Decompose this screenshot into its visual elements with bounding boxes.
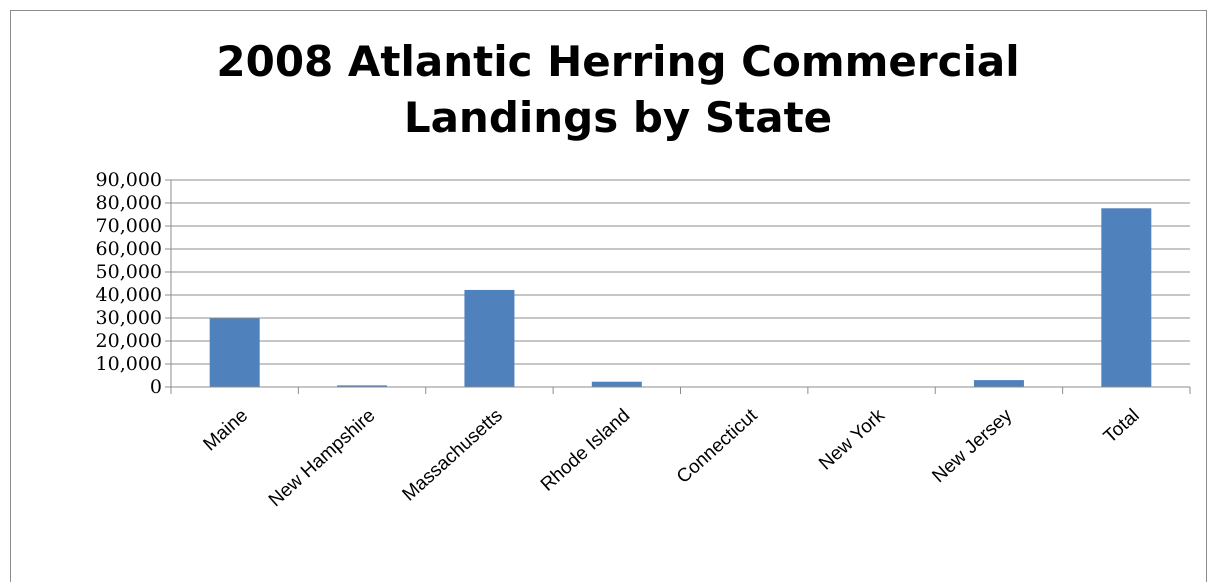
chart-title: 2008 Atlantic Herring Commercial Landing…	[0, 34, 1217, 146]
y-tick-label: 60,000	[96, 238, 162, 260]
chart-title-line-1: 2008 Atlantic Herring Commercial	[216, 37, 1020, 86]
chart-title-line-2: Landings by State	[403, 93, 833, 142]
bar	[591, 381, 642, 387]
x-tick-label: New Jersey	[928, 405, 1016, 487]
bar	[973, 380, 1024, 387]
x-tick-label: Connecticut	[673, 405, 762, 488]
y-tick-label: 50,000	[96, 261, 162, 283]
gridlines	[171, 179, 1190, 365]
y-tick-label: 70,000	[96, 215, 162, 237]
x-tick-labels: Maine New Hampshire Massachusetts Rhode Isl…	[200, 405, 1144, 512]
x-axis	[170, 386, 1191, 394]
bar	[209, 318, 260, 387]
x-tick-label: New Hampshire	[265, 405, 379, 511]
y-axis	[165, 179, 172, 388]
y-tick-label: 10,000	[96, 353, 162, 375]
y-tick-label: 0	[150, 376, 162, 398]
x-tick-label: Total	[1100, 405, 1144, 447]
y-tick-labels: 010,00020,00030,00040,00050,00060,00070,…	[96, 169, 162, 398]
y-tick-label: 30,000	[96, 307, 162, 329]
y-tick-label: 20,000	[96, 330, 162, 352]
x-tick-label: Maine	[200, 405, 253, 455]
x-tick-label: New York	[815, 405, 889, 475]
bar	[1101, 208, 1152, 387]
bar	[464, 289, 515, 387]
y-tick-label: 40,000	[96, 284, 162, 306]
bar	[337, 385, 388, 387]
chart-frame	[10, 10, 1207, 582]
x-tick-label: Massachusetts	[399, 405, 507, 505]
bars	[209, 208, 1152, 387]
x-tick-label: Rhode Island	[537, 405, 634, 496]
y-tick-label: 80,000	[96, 192, 162, 214]
y-tick-label: 90,000	[96, 169, 162, 191]
